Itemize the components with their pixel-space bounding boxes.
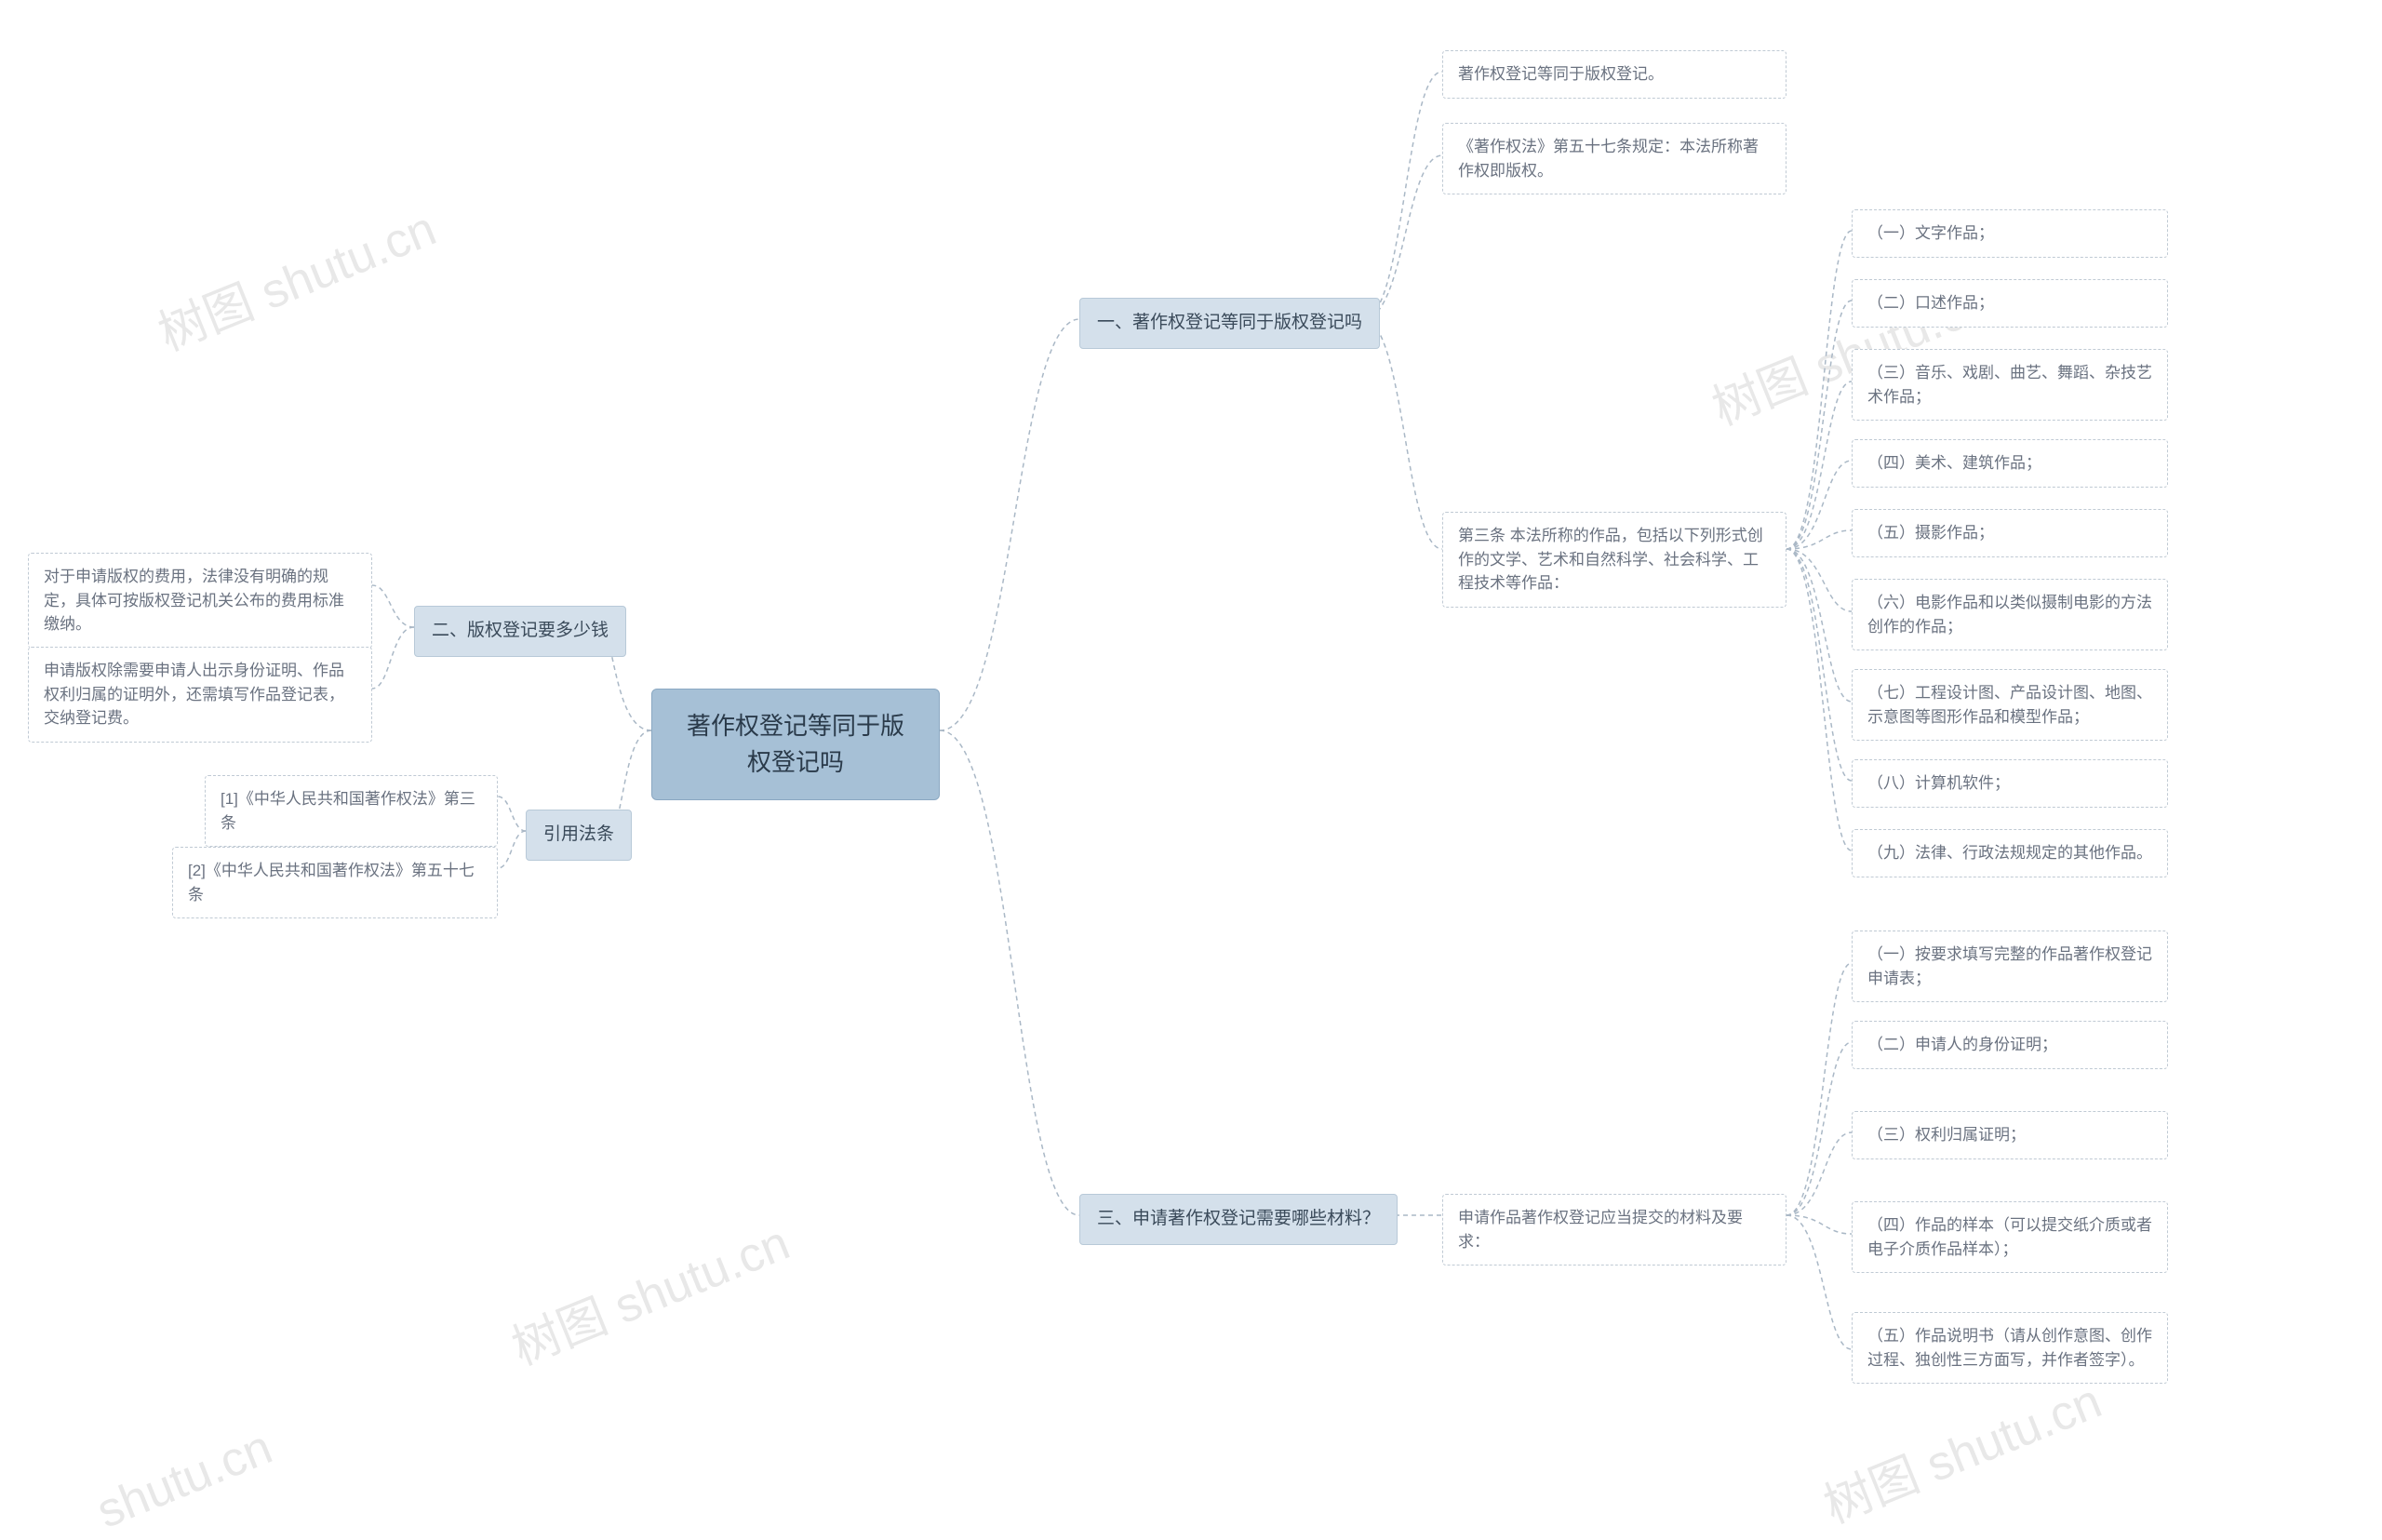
watermark: shutu.cn	[89, 1419, 280, 1539]
leaf-node[interactable]: 申请版权除需要申请人出示身份证明、作品权利归属的证明外，还需填写作品登记表，交纳…	[28, 647, 372, 743]
leaf-node[interactable]: 著作权登记等同于版权登记。	[1442, 50, 1786, 99]
heading-citations[interactable]: 引用法条	[526, 810, 632, 861]
leaf-node[interactable]: （四）作品的样本（可以提交纸介质或者电子介质作品样本）；	[1852, 1201, 2168, 1273]
leaf-node[interactable]: （三）权利归属证明；	[1852, 1111, 2168, 1159]
leaf-node[interactable]: 第三条 本法所称的作品，包括以下列形式创作的文学、艺术和自然科学、社会科学、工程…	[1442, 512, 1786, 608]
leaf-node[interactable]: [1]《中华人民共和国著作权法》第三条	[205, 775, 498, 847]
leaf-node[interactable]: [2]《中华人民共和国著作权法》第五十七条	[172, 847, 498, 918]
root-node[interactable]: 著作权登记等同于版权登记吗	[651, 689, 940, 800]
leaf-node[interactable]: （二）口述作品；	[1852, 279, 2168, 328]
leaf-node[interactable]: （七）工程设计图、产品设计图、地图、示意图等图形作品和模型作品；	[1852, 669, 2168, 741]
heading-section-2[interactable]: 二、版权登记要多少钱	[414, 606, 626, 657]
leaf-node[interactable]: 《著作权法》第五十七条规定：本法所称著作权即版权。	[1442, 123, 1786, 194]
leaf-node[interactable]: 对于申请版权的费用，法律没有明确的规定，具体可按版权登记机关公布的费用标准缴纳。	[28, 553, 372, 649]
leaf-node[interactable]: （五）作品说明书（请从创作意图、创作过程、独创性三方面写，并作者签字）。	[1852, 1312, 2168, 1384]
leaf-node[interactable]: （九）法律、行政法规规定的其他作品。	[1852, 829, 2168, 877]
leaf-node[interactable]: （二）申请人的身份证明；	[1852, 1021, 2168, 1069]
watermark: 树图 shutu.cn	[146, 190, 444, 365]
mindmap-canvas: 树图 shutu.cn 树图 shutu.cn 树图 shutu.cn 树图 s…	[0, 0, 2382, 1491]
leaf-node[interactable]: （五）摄影作品；	[1852, 509, 2168, 557]
leaf-node[interactable]: 申请作品著作权登记应当提交的材料及要求：	[1442, 1194, 1786, 1265]
watermark: 树图 shutu.cn	[500, 1204, 797, 1379]
heading-section-1[interactable]: 一、著作权登记等同于版权登记吗	[1079, 298, 1380, 349]
leaf-node[interactable]: （三）音乐、戏剧、曲艺、舞蹈、杂技艺术作品；	[1852, 349, 2168, 421]
leaf-node[interactable]: （六）电影作品和以类似摄制电影的方法创作的作品；	[1852, 579, 2168, 650]
heading-section-3[interactable]: 三、申请著作权登记需要哪些材料？	[1079, 1194, 1398, 1245]
leaf-node[interactable]: （一）文字作品；	[1852, 209, 2168, 258]
watermark: 树图 shutu.cn	[1812, 1362, 2109, 1537]
leaf-node[interactable]: （八）计算机软件；	[1852, 759, 2168, 808]
leaf-node[interactable]: （一）按要求填写完整的作品著作权登记申请表；	[1852, 931, 2168, 1002]
leaf-node[interactable]: （四）美术、建筑作品；	[1852, 439, 2168, 488]
